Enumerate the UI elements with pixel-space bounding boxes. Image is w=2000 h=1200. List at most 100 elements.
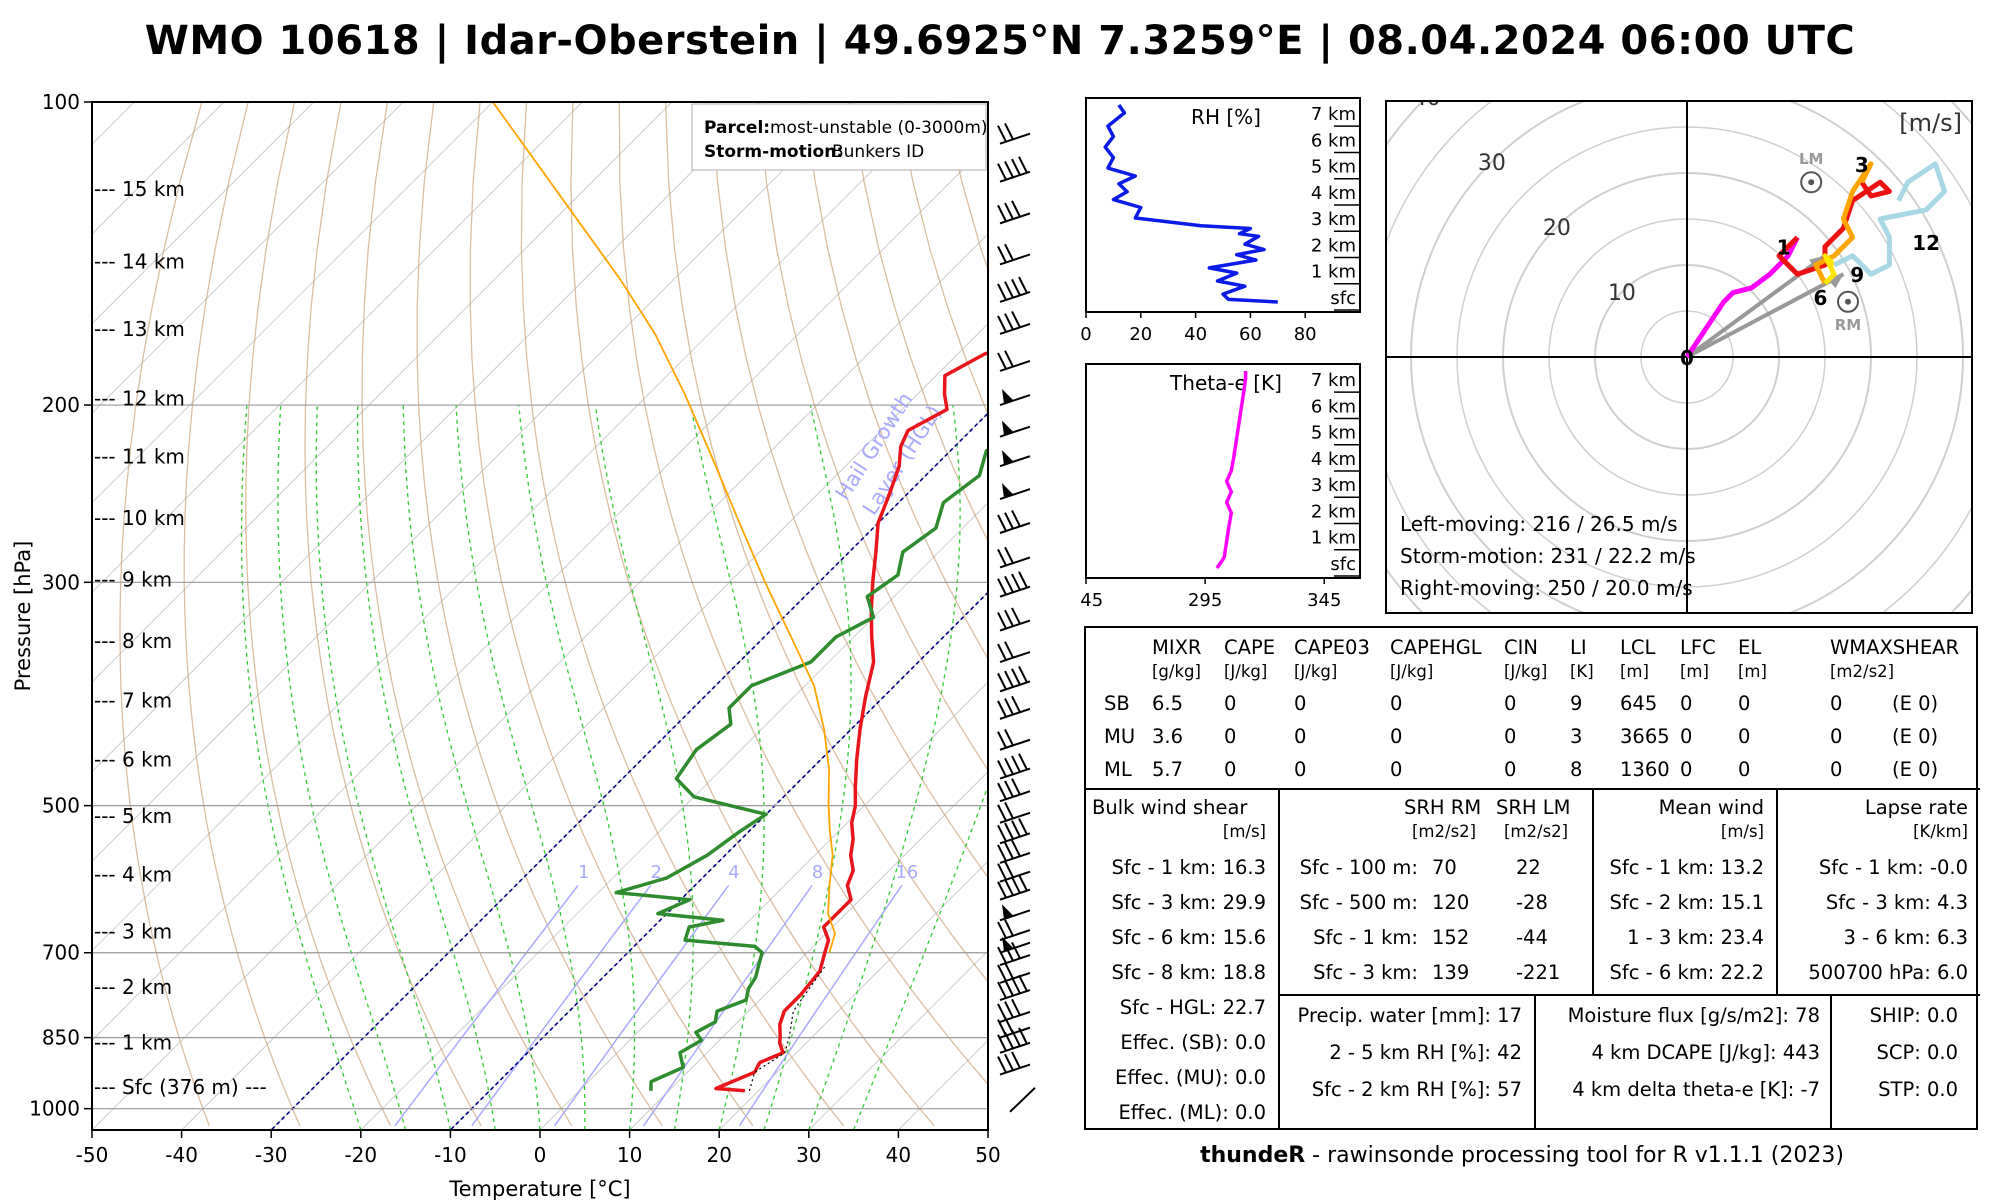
x-tick-label: -10 [434,1143,467,1167]
srh-rm-value: 152 [1432,926,1470,949]
table-cell: (E 0) [1892,692,1939,715]
barb-pennant [1002,904,1014,920]
barb-shaft [999,851,1031,864]
composite-index: STP: 0.0 [1878,1078,1958,1101]
table-column-header: CAPE [1224,636,1276,659]
isotherm-line [92,102,673,683]
isotherm-line [92,143,988,1042]
barb-shaft [999,132,1031,145]
wind-barb [997,310,1031,335]
height-tick-label: sfc [1330,288,1356,309]
table-row-label: ML [1104,758,1132,781]
barb-feather [1004,728,1014,746]
bulk-shear-row: Sfc - HGL: 22.7 [1119,996,1266,1019]
barb-feather [997,578,1007,596]
wind-barb [999,389,1031,406]
table-column-unit: [J/kg] [1390,662,1434,681]
table-cell: 5.7 [1152,758,1184,781]
table-cell: 0 [1680,725,1693,748]
moisture-param: 4 km DCAPE [J/kg]: 443 [1591,1041,1820,1064]
isotherm-line [92,233,988,1130]
barb-feather [997,921,1007,939]
isotherm-line [92,102,852,862]
table-column-unit: [K] [1570,662,1594,681]
dry-adiabat [804,102,988,661]
barb-feather [1004,878,1014,896]
height-tick-label: 2 km [1311,235,1356,256]
hodo-ring-label: 20 [1543,216,1571,241]
y-tick-label: 1000 [29,1097,80,1121]
hodo-height-label: 3 [1855,153,1869,177]
barb-pennant [1002,483,1014,499]
tool-name: thundeR [1200,1143,1306,1168]
barb-feather [1004,962,1014,980]
table-column-unit: [g/kg] [1152,662,1201,681]
barb-feather [1011,820,1021,838]
y-tick-label: 850 [42,1026,80,1050]
x-tick-label: 10 [617,1143,642,1167]
table-cell: 0 [1738,725,1751,748]
height-tick-label: 6 km [1311,396,1356,417]
barb-shaft [999,790,1031,803]
table-cell: 0 [1504,725,1517,748]
barb-feather [997,163,1007,181]
moisture-param: 4 km delta theta-e [K]: -7 [1572,1078,1820,1101]
wind-barb [997,942,1031,966]
y-tick-label: 500 [42,794,80,818]
tool-description: - rawinsonde processing tool for R v1.1.… [1305,1143,1844,1168]
table-cell: 0 [1830,758,1843,781]
height-label: --- 4 km [94,862,172,886]
moist-adiabat [240,404,362,1130]
composite-index: SHIP: 0.0 [1869,1004,1958,1027]
lapse-rate-row: Sfc - 3 km: 4.3 [1825,891,1968,914]
bulk-shear-title: Bulk wind shear [1092,796,1248,819]
lapse-rate-title: Lapse rate [1864,796,1968,819]
dry-adiabat [520,102,845,1127]
storm-motion-value: Bunkers ID [832,142,924,162]
srh-rm-value: 70 [1432,856,1457,879]
hodo-unit: [m/s] [1899,109,1962,137]
barb-feather [1004,609,1014,627]
wind-barb [997,509,1031,534]
barb-feather [997,245,1007,263]
barb-feather [997,700,1007,718]
table-cell: 0 [1390,758,1403,781]
height-tick-label: 7 km [1311,104,1356,125]
moist-adiabat [852,784,988,1130]
barb-feather [997,760,1007,778]
height-tick-label: 4 km [1311,183,1356,204]
isotherm-line [898,1039,988,1130]
table-column-header: CIN [1504,636,1538,659]
barb-feather [1018,156,1028,174]
barb-feather [1004,842,1014,860]
barb-shaft [999,1041,1031,1054]
barb-feather [1011,607,1021,625]
barb-feather [1011,876,1021,894]
lapse-rate-row: Sfc - 1 km: -0.0 [1818,856,1968,879]
bulk-shear-row: Sfc - 3 km: 29.9 [1111,891,1266,914]
barb-shaft [999,680,1031,693]
barb-feather [1004,757,1014,775]
mean-wind-row: Sfc - 1 km: 13.2 [1609,856,1764,879]
barb-feather [1011,778,1021,796]
height-label: --- 1 km [94,1031,172,1055]
barb-shaft [999,707,1031,720]
shear-vector [1686,272,1845,359]
theta-e-profile-panel: sfc 1 km 2 km 3 km 4 km 5 km 6 km 7 km Theta-e [… [1080,363,1361,611]
temperature-profile [714,350,988,1093]
parcel-legend: Parcel: most-unstable (0-3000m) Storm-moti… [691,103,988,171]
hodo-ring-label: 30 [1478,151,1506,176]
table-cell: 8 [1570,758,1583,781]
x-tick-label: 30 [796,1143,821,1167]
barb-feather [1018,817,1028,835]
wind-barb [997,641,1031,663]
barb-shaft [999,1026,1031,1039]
barb-feather [1011,998,1021,1016]
table-column-unit: [J/kg] [1224,662,1268,681]
barb-feather [1011,158,1021,176]
hodo-segment [1822,253,1837,286]
chart-title: WMO 10618 | Idar-Oberstein | 49.6925°N 7… [144,18,1856,64]
srh-lm-title: SRH LM [1496,796,1571,819]
barb-shaft [999,954,1031,966]
barb-feather [1004,313,1014,331]
